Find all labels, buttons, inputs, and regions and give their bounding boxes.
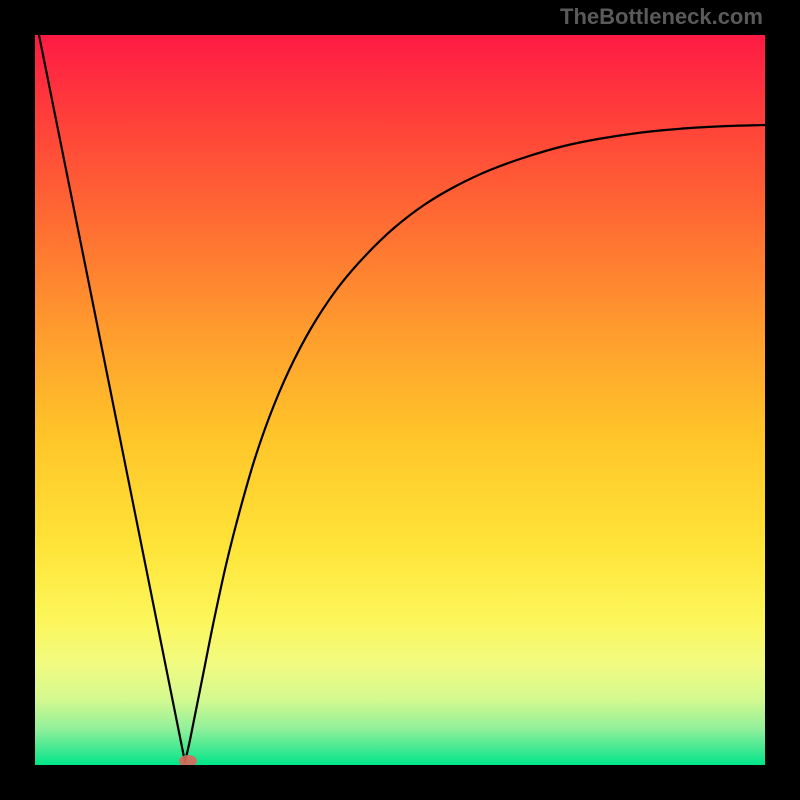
- bottleneck-curve: [39, 35, 765, 762]
- watermark-text: TheBottleneck.com: [560, 4, 763, 30]
- minimum-marker: [179, 755, 197, 765]
- plot-area: [35, 35, 765, 765]
- chart-container: TheBottleneck.com: [0, 0, 800, 800]
- chart-svg: [35, 35, 765, 765]
